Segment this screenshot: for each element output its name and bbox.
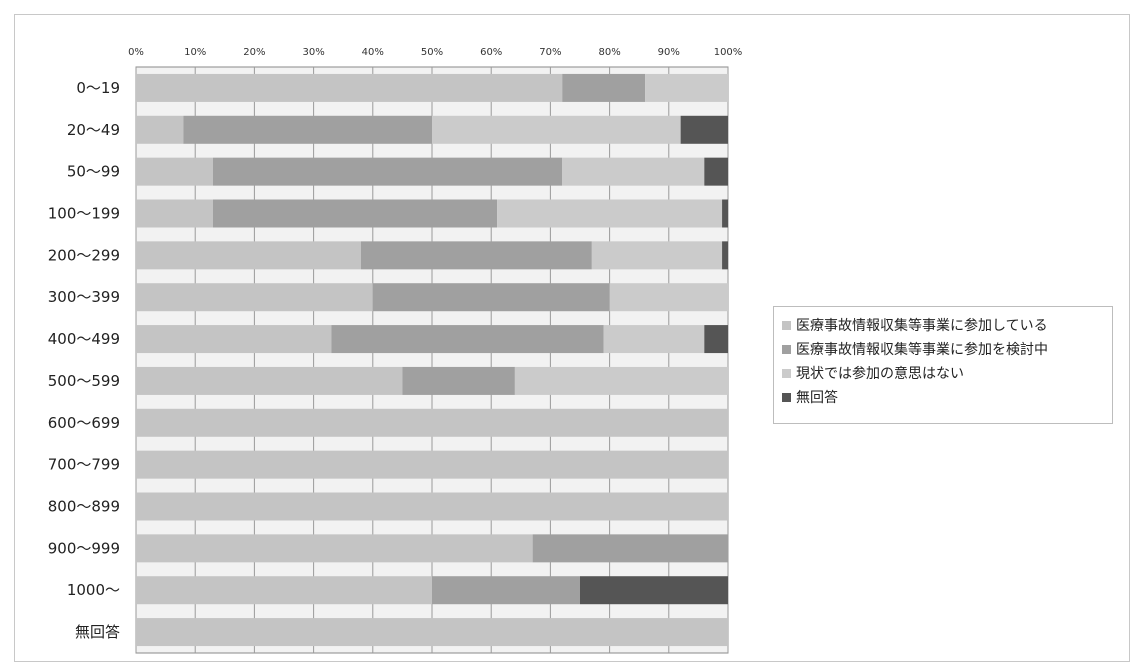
y-tick-label: 無回答 — [75, 623, 120, 641]
bar-segment-participating — [136, 408, 728, 437]
x-tick-label: 100% — [714, 47, 743, 58]
bar-segment-considering — [183, 115, 432, 144]
bar-segment-considering — [402, 366, 515, 395]
bar-segment-no-intention — [514, 366, 728, 395]
bar-segment-participating — [136, 325, 332, 354]
bar-segment-considering — [562, 73, 646, 102]
bar-segment-participating — [136, 283, 373, 312]
x-tick-label: 80% — [598, 47, 620, 58]
bar-segment-no-intention — [432, 115, 681, 144]
bars — [136, 73, 728, 647]
bar-segment-participating — [136, 157, 213, 186]
bar-segment-considering — [331, 325, 604, 354]
y-tick-label: 20～49 — [67, 121, 120, 139]
bar-segment-no-answer — [722, 241, 728, 270]
legend-label-no-intention: 現状では参加の意思はない — [796, 366, 964, 382]
x-tick-label: 20% — [243, 47, 265, 58]
bar-segment-no-answer — [680, 115, 728, 144]
bar-segment-no-answer — [704, 157, 728, 186]
bar-segment-considering — [212, 199, 498, 228]
bar-segment-participating — [136, 199, 213, 228]
y-tick-label: 500～599 — [48, 372, 120, 390]
bar-segment-considering — [432, 576, 580, 605]
bar-segment-participating — [136, 492, 728, 521]
legend-swatch-participating — [782, 320, 791, 330]
bar-segment-no-answer — [704, 325, 728, 354]
y-tick-label: 900～999 — [48, 539, 120, 557]
legend-item: 医療事故情報収集等事業に参加を検討中 — [782, 337, 1112, 361]
legend-item: 無回答 — [782, 385, 1112, 409]
x-tick-label: 0% — [128, 47, 144, 58]
y-tick-label: 400～499 — [48, 330, 120, 348]
bar-segment-considering — [372, 283, 610, 312]
bar-segment-no-intention — [591, 241, 723, 270]
y-tick-label: 600～699 — [48, 414, 120, 432]
legend-item: 医療事故情報収集等事業に参加している — [782, 313, 1112, 337]
bar-segment-participating — [136, 73, 563, 102]
bar-segment-no-intention — [645, 73, 728, 102]
bar-segment-no-intention — [562, 157, 705, 186]
y-tick-label: 0～19 — [76, 79, 120, 97]
legend-label-no-answer: 無回答 — [796, 390, 838, 406]
bar-segment-participating — [136, 450, 728, 479]
legend: 医療事故情報収集等事業に参加している 医療事故情報収集等事業に参加を検討中 現状… — [773, 306, 1113, 424]
y-axis-ticks: 0～19 20～49 50～99 100～199 200～299 300～399 400～4… — [48, 79, 120, 641]
bar-segment-considering — [532, 534, 728, 563]
x-tick-label: 70% — [539, 47, 561, 58]
legend-swatch-considering — [782, 344, 791, 354]
bar-segment-no-intention — [497, 199, 723, 228]
y-tick-label: 100～199 — [48, 205, 120, 223]
x-axis-ticks: 0% 10% 20% 30% 40% 50% 60% 70% 80% 90% 100% — [128, 47, 742, 58]
y-tick-label: 200～299 — [48, 246, 120, 264]
bar-segment-participating — [136, 366, 403, 395]
bar-segment-participating — [136, 576, 432, 605]
y-tick-label: 300～399 — [48, 288, 120, 306]
bar-segment-considering — [360, 241, 592, 270]
bar-segment-participating — [136, 241, 361, 270]
x-tick-label: 50% — [421, 47, 443, 58]
y-tick-label: 1000～ — [67, 581, 120, 599]
bar-segment-no-intention — [609, 283, 728, 312]
y-tick-label: 800～899 — [48, 498, 120, 516]
bar-segment-no-answer — [580, 576, 728, 605]
bar-segment-participating — [136, 115, 184, 144]
bar-segment-considering — [212, 157, 563, 186]
x-tick-label: 10% — [184, 47, 206, 58]
bar-segment-participating — [136, 534, 533, 563]
x-tick-label: 30% — [302, 47, 324, 58]
y-tick-label: 50～99 — [67, 163, 120, 181]
legend-swatch-no-answer — [782, 392, 791, 402]
legend-label-participating: 医療事故情報収集等事業に参加している — [796, 318, 1048, 334]
x-tick-label: 40% — [362, 47, 384, 58]
legend-label-considering: 医療事故情報収集等事業に参加を検討中 — [796, 342, 1048, 358]
legend-item: 現状では参加の意思はない — [782, 361, 1112, 385]
legend-swatch-no-intention — [782, 368, 791, 378]
bar-segment-no-intention — [603, 325, 705, 354]
x-tick-label: 90% — [658, 47, 680, 58]
y-tick-label: 700～799 — [48, 456, 120, 474]
bar-segment-participating — [136, 618, 728, 647]
x-tick-label: 60% — [480, 47, 502, 58]
bar-segment-no-answer — [722, 199, 728, 228]
